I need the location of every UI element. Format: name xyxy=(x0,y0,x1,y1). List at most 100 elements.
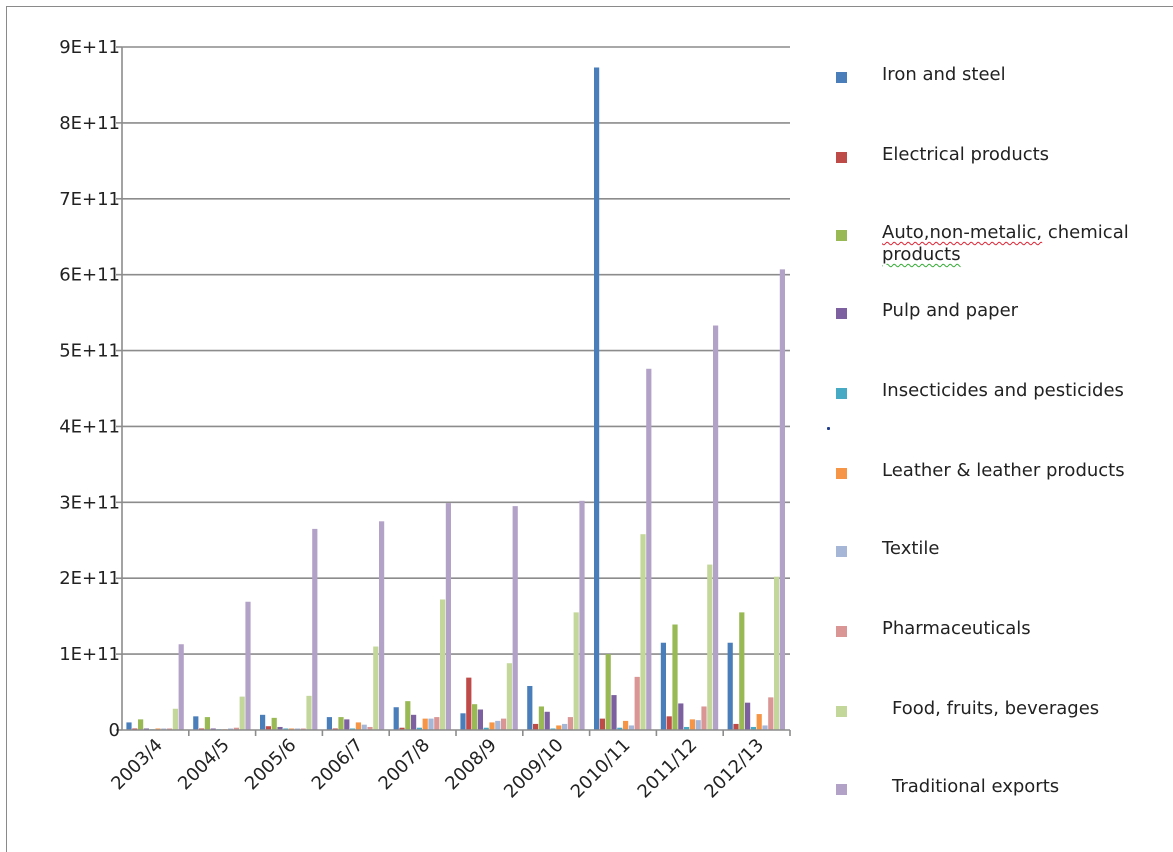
bars xyxy=(126,67,785,731)
y-tick-label: 4E+11 xyxy=(59,416,120,437)
bar xyxy=(239,696,245,730)
gridlines xyxy=(116,46,790,731)
legend-swatch xyxy=(836,626,847,637)
bar xyxy=(579,500,585,730)
bar xyxy=(138,719,144,730)
bar xyxy=(599,718,605,730)
x-axis-tick-labels: 2003/4 2004/5 2005/6 2006/7 2007/8 2008/9 2009… xyxy=(107,735,768,803)
legend-label: Food, fruits, beverages xyxy=(892,698,1100,719)
bar xyxy=(260,714,266,730)
bar xyxy=(567,717,573,730)
bar xyxy=(460,713,466,730)
bar xyxy=(344,719,350,730)
bar xyxy=(727,642,733,730)
legend-swatch xyxy=(836,784,847,795)
y-tick-label: 0 xyxy=(109,720,120,741)
legend-swatch xyxy=(836,152,847,163)
legend-label: Insecticides and pesticides xyxy=(882,380,1124,401)
legend-swatch xyxy=(836,72,847,83)
bar xyxy=(466,677,472,730)
bar xyxy=(373,646,379,730)
y-tick-label: 3E+11 xyxy=(59,492,120,513)
legend-swatch xyxy=(836,388,847,399)
bar xyxy=(506,663,512,730)
bar xyxy=(495,720,501,730)
legend-swatch xyxy=(836,468,847,479)
bar xyxy=(660,642,666,730)
bar xyxy=(774,576,780,730)
bar xyxy=(440,599,446,730)
bar xyxy=(594,67,600,731)
bar xyxy=(483,727,489,730)
bar xyxy=(672,624,678,730)
bar xyxy=(445,503,451,730)
x-tick-label: 2012/13 xyxy=(700,735,768,803)
legend-swatch xyxy=(836,230,847,241)
bar xyxy=(628,725,634,730)
legend-label: Traditional exports xyxy=(892,776,1060,797)
bar xyxy=(538,706,544,730)
bar xyxy=(126,722,132,730)
y-tick-label: 1E+11 xyxy=(59,644,120,665)
bar xyxy=(428,718,434,730)
axes xyxy=(121,47,791,736)
bar xyxy=(399,727,405,730)
bar xyxy=(707,564,713,730)
bar xyxy=(623,720,629,730)
bar xyxy=(646,368,652,730)
bar xyxy=(512,506,518,730)
legend-label: Pharmaceuticals xyxy=(882,618,1031,639)
bar xyxy=(573,612,579,730)
bar xyxy=(701,706,707,730)
bar xyxy=(326,717,332,730)
y-tick-label: 6E+11 xyxy=(59,265,120,286)
legend: Iron and steel Electrical products Auto,… xyxy=(836,0,1173,852)
y-tick-label: 8E+11 xyxy=(59,113,120,134)
legend-swatch xyxy=(836,706,847,717)
y-tick-label: 2E+11 xyxy=(59,568,120,589)
bar xyxy=(695,720,701,730)
bar xyxy=(193,716,199,730)
bar xyxy=(367,726,373,730)
bar xyxy=(739,612,745,730)
bar xyxy=(605,654,611,730)
bar xyxy=(756,714,762,730)
bar xyxy=(733,723,739,730)
bar xyxy=(617,727,623,730)
bar xyxy=(678,703,684,730)
legend-label: Auto,non-metalic, chemical products xyxy=(882,222,1129,265)
bar xyxy=(271,717,277,730)
bar xyxy=(306,695,312,730)
bar xyxy=(265,726,271,730)
x-tick-label: 2003/4 xyxy=(107,735,167,795)
legend-label: Pulp and paper xyxy=(882,300,1019,321)
bar xyxy=(713,325,719,730)
bar xyxy=(422,718,428,730)
bar xyxy=(172,708,178,730)
stray-dot xyxy=(827,427,830,430)
bar xyxy=(393,707,399,730)
bar xyxy=(762,725,768,730)
bar xyxy=(204,717,210,730)
bar xyxy=(338,717,344,730)
bar xyxy=(611,695,617,730)
bar xyxy=(556,725,562,730)
x-tick-label: 2005/6 xyxy=(241,735,301,795)
bar xyxy=(477,709,483,730)
bar xyxy=(634,676,640,730)
bar xyxy=(233,727,239,730)
bar-chart: 0 1E+11 2E+11 3E+11 4E+11 5E+11 6E+11 7E+11 8E+1… xyxy=(59,37,791,803)
bar xyxy=(533,723,539,730)
x-tick-label: 2006/7 xyxy=(308,735,368,795)
bar xyxy=(666,716,672,730)
x-tick-label: 2010/11 xyxy=(567,735,635,803)
bar xyxy=(178,644,184,730)
bar xyxy=(416,727,422,730)
x-tick-label: 2004/5 xyxy=(174,735,234,795)
bar xyxy=(312,528,318,730)
bar xyxy=(684,726,690,730)
bar xyxy=(434,717,440,730)
legend-label: Textile xyxy=(882,538,940,559)
bar xyxy=(501,718,507,730)
bar xyxy=(750,726,756,730)
